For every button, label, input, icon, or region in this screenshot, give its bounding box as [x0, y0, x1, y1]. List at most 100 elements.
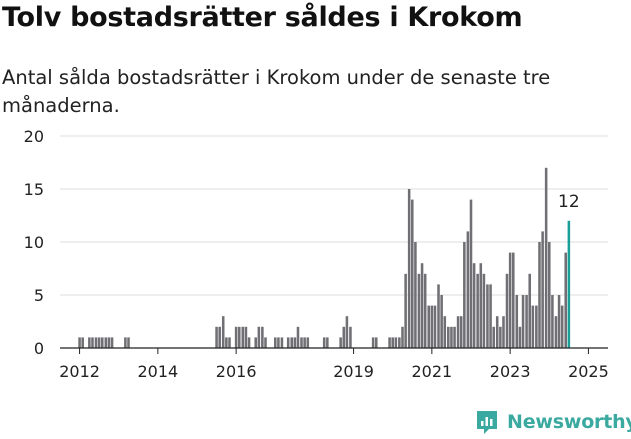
x-tick-label: 2014: [137, 362, 178, 381]
bar: [371, 337, 375, 348]
bar: [447, 326, 450, 348]
x-tick-label: 2021: [411, 362, 452, 381]
x-tick-label: 2012: [59, 362, 100, 381]
bar: [423, 273, 427, 348]
bar: [414, 242, 417, 348]
bar: [342, 326, 346, 348]
bar: [394, 337, 398, 348]
bar: [486, 284, 489, 348]
bar: [404, 273, 407, 348]
bar: [472, 263, 476, 348]
bar: [535, 305, 538, 348]
bar: [322, 337, 326, 348]
bar: [247, 337, 251, 348]
bar: [531, 305, 535, 348]
bar: [234, 326, 238, 348]
bar: [548, 242, 551, 348]
x-tick-label: 2025: [568, 362, 609, 381]
bar: [326, 337, 329, 348]
bar: [450, 326, 453, 348]
bar: [515, 295, 519, 348]
bar: [100, 337, 104, 348]
bar: [241, 326, 245, 348]
chart-subtitle: Antal sålda bostadsrätter i Krokom under…: [2, 66, 551, 117]
bar: [228, 337, 231, 348]
bar: [388, 337, 391, 348]
bar: [430, 305, 434, 348]
bar: [78, 337, 81, 348]
bar: [463, 242, 466, 348]
newsworthy-logo-icon: [477, 411, 497, 434]
bar: [456, 316, 460, 348]
bar: [225, 337, 228, 348]
bar: [411, 199, 414, 348]
bar: [218, 326, 221, 348]
bar: [124, 337, 127, 348]
bars: [78, 167, 571, 348]
bar: [254, 337, 257, 348]
bar: [107, 337, 111, 348]
bar: [502, 316, 505, 348]
bar: [511, 252, 515, 348]
bar: [518, 326, 522, 348]
bar: [499, 326, 502, 348]
bar: [264, 337, 267, 348]
bar: [300, 337, 303, 348]
bar: [489, 284, 492, 348]
bar: [564, 252, 568, 348]
bar: [407, 189, 411, 348]
bar: [110, 337, 114, 348]
y-tick-label: 15: [24, 180, 44, 199]
bar: [94, 337, 98, 348]
bar: [482, 273, 486, 348]
bar: [433, 305, 437, 348]
bar: [280, 337, 284, 348]
highlight-value-label: 12: [558, 192, 580, 212]
bar: [427, 305, 431, 348]
bar: [557, 295, 561, 348]
bar: [374, 337, 378, 348]
bar: [345, 316, 349, 348]
bar: [398, 337, 401, 348]
bar: [306, 337, 310, 348]
bar: [466, 231, 470, 348]
chart-title: Tolv bostadsrätter såldes i Krokom: [2, 2, 523, 33]
bar: [296, 326, 300, 348]
newsworthy-logo: Newsworthy: [475, 409, 631, 435]
bar: [521, 295, 525, 348]
bar: [492, 326, 495, 348]
bar: [303, 337, 306, 348]
bar-chart: 0 5 10 15 20 2012 2014 2016 2019 2021 2023 2025 12: [24, 127, 609, 381]
bar: [459, 316, 463, 348]
bar: [401, 326, 404, 348]
bar: [417, 273, 421, 348]
bar: [237, 326, 241, 348]
x-tick-label: 2019: [333, 362, 374, 381]
bar: [554, 316, 558, 348]
bar: [104, 337, 108, 348]
bar: [81, 337, 84, 348]
highlight-bar: [567, 220, 571, 348]
bar: [91, 337, 94, 348]
bar: [476, 273, 479, 348]
bar: [453, 326, 456, 348]
bar: [274, 337, 277, 348]
bar: [391, 337, 394, 348]
gridlines: [60, 135, 608, 296]
bar: [528, 273, 531, 348]
y-axis-ticks: 0 5 10 15 20: [24, 127, 44, 358]
bar: [508, 252, 512, 348]
bar: [495, 316, 499, 348]
bar: [525, 295, 528, 348]
bar: [469, 199, 473, 348]
bar: [215, 326, 218, 348]
y-tick-label: 0: [34, 339, 44, 358]
bar: [257, 326, 261, 348]
x-axis-ticks: 2012 2014 2016 2019 2021 2023 2025: [59, 348, 609, 381]
bar: [551, 295, 554, 348]
bar: [293, 337, 297, 348]
bar: [277, 337, 280, 348]
bar: [541, 231, 544, 348]
bar: [479, 263, 483, 348]
bar: [437, 284, 440, 348]
